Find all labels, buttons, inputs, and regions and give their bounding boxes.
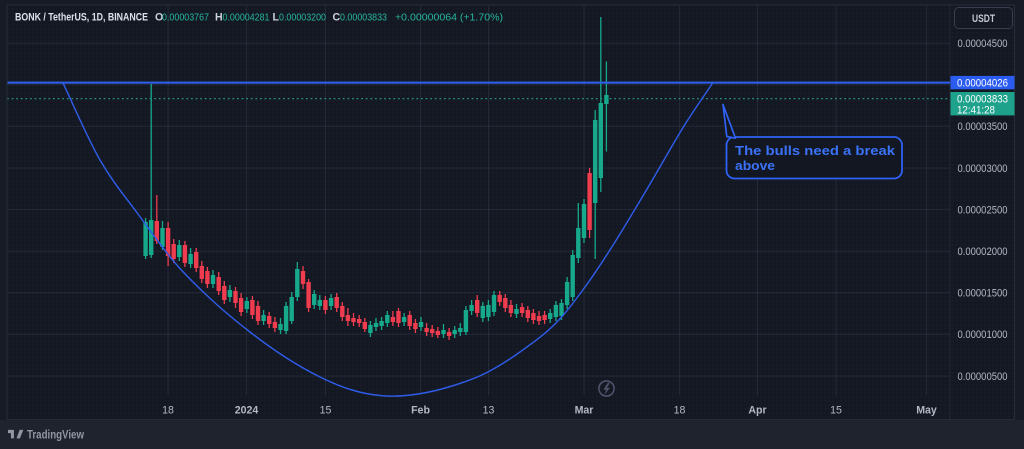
svg-text:0.00004500: 0.00004500 bbox=[958, 38, 1008, 50]
svg-text:TradingView: TradingView bbox=[27, 430, 84, 442]
svg-text:+0.00000064 (+1.70%): +0.00000064 (+1.70%) bbox=[395, 12, 503, 23]
svg-text:L: L bbox=[273, 11, 280, 23]
svg-text:0.00001000: 0.00001000 bbox=[958, 329, 1008, 341]
svg-text:0.00001500: 0.00001500 bbox=[958, 288, 1008, 300]
svg-text:0.00004281: 0.00004281 bbox=[223, 12, 270, 23]
svg-text:18: 18 bbox=[674, 404, 686, 416]
svg-text:13: 13 bbox=[483, 404, 495, 416]
svg-text:O: O bbox=[155, 11, 163, 23]
svg-text:15: 15 bbox=[320, 404, 332, 416]
svg-text:The bulls need a break: The bulls need a break bbox=[735, 144, 896, 158]
svg-text:0.00003500: 0.00003500 bbox=[958, 121, 1008, 133]
svg-text:0.00002500: 0.00002500 bbox=[958, 204, 1008, 216]
svg-text:May: May bbox=[916, 404, 937, 416]
svg-text:BONK / TetherUS, 1D, BINANCE: BONK / TetherUS, 1D, BINANCE bbox=[15, 11, 148, 23]
svg-text:0.00002000: 0.00002000 bbox=[958, 246, 1008, 258]
svg-text:C: C bbox=[333, 11, 341, 23]
svg-text:above: above bbox=[735, 159, 775, 173]
svg-text:15: 15 bbox=[830, 404, 842, 416]
svg-text:0.00000500: 0.00000500 bbox=[958, 371, 1008, 383]
svg-text:H: H bbox=[215, 11, 223, 23]
svg-text:0.00003833: 0.00003833 bbox=[957, 93, 1008, 105]
svg-text:18: 18 bbox=[162, 404, 174, 416]
svg-text:2024: 2024 bbox=[235, 404, 259, 416]
svg-text:0.00003200: 0.00003200 bbox=[279, 12, 326, 23]
svg-text:Mar: Mar bbox=[575, 404, 594, 416]
svg-text:12:41:28: 12:41:28 bbox=[957, 104, 995, 116]
svg-text:USDT: USDT bbox=[972, 13, 995, 25]
svg-text:0.00003833: 0.00003833 bbox=[340, 12, 387, 23]
svg-text:0.00003767: 0.00003767 bbox=[162, 12, 209, 23]
svg-text:0.00003000: 0.00003000 bbox=[958, 163, 1008, 175]
svg-text:Feb: Feb bbox=[411, 404, 430, 416]
svg-text:Apr: Apr bbox=[748, 404, 766, 416]
svg-text:0.00004026: 0.00004026 bbox=[957, 78, 1008, 90]
